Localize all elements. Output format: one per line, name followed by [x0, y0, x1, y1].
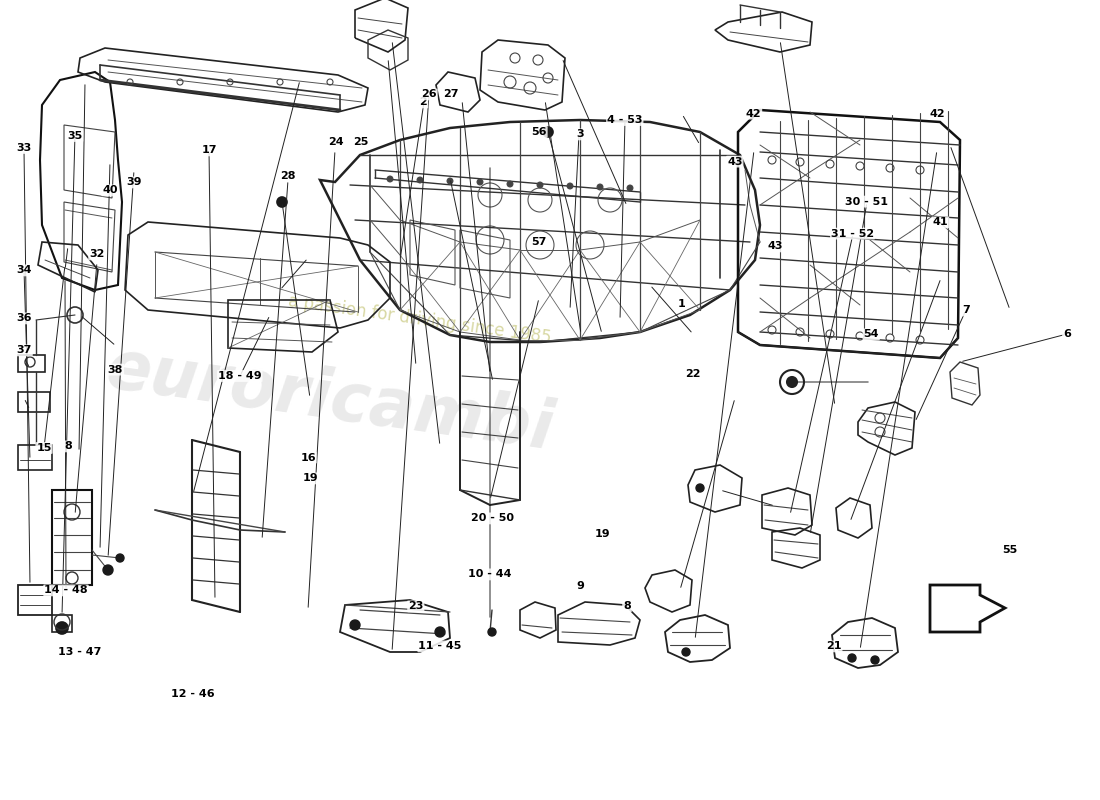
Circle shape — [434, 627, 446, 637]
Circle shape — [597, 184, 603, 190]
Text: 26: 26 — [421, 90, 437, 99]
Text: 56: 56 — [531, 127, 547, 137]
Text: 43: 43 — [768, 242, 783, 251]
Text: 18 - 49: 18 - 49 — [218, 371, 262, 381]
Text: 15: 15 — [36, 443, 52, 453]
Text: 2: 2 — [419, 98, 428, 107]
Text: 8: 8 — [64, 442, 73, 451]
Text: 33: 33 — [16, 143, 32, 153]
Text: 38: 38 — [108, 365, 123, 374]
Text: 54: 54 — [864, 330, 879, 339]
Circle shape — [871, 656, 879, 664]
Circle shape — [537, 182, 543, 188]
Text: 1: 1 — [678, 299, 686, 309]
Text: 37: 37 — [16, 346, 32, 355]
Polygon shape — [930, 585, 1005, 632]
Circle shape — [447, 178, 453, 184]
Text: 41: 41 — [933, 218, 948, 227]
Text: 40: 40 — [102, 186, 118, 195]
Circle shape — [543, 127, 553, 137]
Circle shape — [116, 554, 124, 562]
Text: euroricambi: euroricambi — [102, 336, 558, 464]
Text: 31 - 52: 31 - 52 — [830, 229, 874, 238]
Text: 32: 32 — [89, 250, 104, 259]
Text: 11 - 45: 11 - 45 — [418, 642, 462, 651]
Text: 57: 57 — [531, 237, 547, 246]
Text: 19: 19 — [302, 474, 318, 483]
Text: 42: 42 — [930, 109, 945, 118]
Text: 4 - 53: 4 - 53 — [607, 115, 642, 125]
Circle shape — [848, 654, 856, 662]
Text: 9: 9 — [576, 581, 585, 590]
Circle shape — [627, 185, 632, 191]
Text: 23: 23 — [408, 602, 424, 611]
Text: 35: 35 — [67, 131, 82, 141]
Circle shape — [682, 648, 690, 656]
Circle shape — [696, 484, 704, 492]
Text: 42: 42 — [746, 109, 761, 118]
Text: 21: 21 — [826, 642, 842, 651]
Circle shape — [277, 197, 287, 207]
Text: 7: 7 — [961, 306, 970, 315]
Text: 14 - 48: 14 - 48 — [44, 586, 88, 595]
Text: 28: 28 — [280, 171, 296, 181]
Text: 10 - 44: 10 - 44 — [468, 570, 512, 579]
Text: 8: 8 — [623, 602, 631, 611]
Circle shape — [488, 628, 496, 636]
Text: 20 - 50: 20 - 50 — [471, 514, 515, 523]
Text: a passion for driving since 1985: a passion for driving since 1985 — [287, 293, 552, 347]
Circle shape — [350, 620, 360, 630]
Text: 34: 34 — [16, 266, 32, 275]
Text: 25: 25 — [353, 138, 369, 147]
Circle shape — [566, 183, 573, 189]
Text: 30 - 51: 30 - 51 — [845, 197, 889, 206]
Text: 16: 16 — [300, 453, 316, 462]
Text: 27: 27 — [443, 90, 459, 99]
Text: 13 - 47: 13 - 47 — [57, 647, 101, 657]
Circle shape — [507, 181, 513, 187]
Circle shape — [786, 377, 798, 387]
Text: 6: 6 — [1063, 330, 1071, 339]
Circle shape — [477, 179, 483, 185]
Text: 39: 39 — [126, 178, 142, 187]
Circle shape — [417, 177, 424, 183]
Circle shape — [387, 176, 393, 182]
Text: 19: 19 — [595, 530, 610, 539]
Text: 43: 43 — [727, 157, 742, 166]
Text: 22: 22 — [685, 370, 701, 379]
Circle shape — [56, 622, 68, 634]
Text: 36: 36 — [16, 314, 32, 323]
Text: 17: 17 — [201, 146, 217, 155]
Text: 55: 55 — [1002, 546, 1018, 555]
Circle shape — [103, 565, 113, 575]
Text: 3: 3 — [576, 130, 583, 139]
Text: 12 - 46: 12 - 46 — [170, 690, 214, 699]
Text: 24: 24 — [328, 138, 343, 147]
